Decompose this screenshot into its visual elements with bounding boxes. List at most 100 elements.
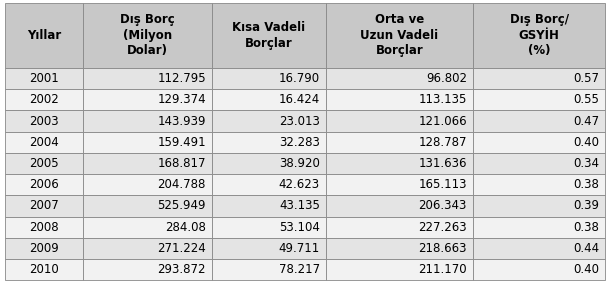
Bar bbox=[212, 110, 326, 132]
Bar bbox=[5, 195, 83, 216]
Text: 112.795: 112.795 bbox=[157, 72, 206, 85]
Bar bbox=[212, 174, 326, 195]
Text: 0.57: 0.57 bbox=[573, 72, 599, 85]
Text: 121.066: 121.066 bbox=[418, 115, 467, 128]
Text: 16.790: 16.790 bbox=[279, 72, 320, 85]
Text: 293.872: 293.872 bbox=[157, 263, 206, 276]
Text: 131.636: 131.636 bbox=[418, 157, 467, 170]
Bar bbox=[5, 89, 83, 110]
Text: 2003: 2003 bbox=[29, 115, 59, 128]
Text: 0.39: 0.39 bbox=[573, 200, 599, 213]
Text: Orta ve
Uzun Vadeli
Borçlar: Orta ve Uzun Vadeli Borçlar bbox=[361, 13, 439, 57]
Bar bbox=[5, 216, 83, 238]
Text: 2008: 2008 bbox=[29, 221, 59, 234]
Bar bbox=[326, 68, 473, 89]
Text: 0.34: 0.34 bbox=[573, 157, 599, 170]
Bar bbox=[83, 89, 212, 110]
Text: 129.374: 129.374 bbox=[157, 93, 206, 106]
Bar bbox=[473, 174, 605, 195]
Text: 159.491: 159.491 bbox=[157, 136, 206, 149]
Text: 2009: 2009 bbox=[29, 242, 59, 255]
Text: 165.113: 165.113 bbox=[418, 178, 467, 191]
Bar bbox=[83, 3, 212, 68]
Bar bbox=[5, 68, 83, 89]
Bar bbox=[5, 238, 83, 259]
Text: 23.013: 23.013 bbox=[279, 115, 320, 128]
Bar bbox=[326, 174, 473, 195]
Text: 38.920: 38.920 bbox=[279, 157, 320, 170]
Bar bbox=[473, 110, 605, 132]
Text: 53.104: 53.104 bbox=[279, 221, 320, 234]
Text: 16.424: 16.424 bbox=[279, 93, 320, 106]
Bar bbox=[212, 153, 326, 174]
Bar bbox=[473, 3, 605, 68]
Text: 113.135: 113.135 bbox=[418, 93, 467, 106]
Bar bbox=[326, 195, 473, 216]
Text: 227.263: 227.263 bbox=[418, 221, 467, 234]
Text: 2002: 2002 bbox=[29, 93, 59, 106]
Bar bbox=[5, 153, 83, 174]
Text: 168.817: 168.817 bbox=[157, 157, 206, 170]
Text: 78.217: 78.217 bbox=[279, 263, 320, 276]
Text: 0.38: 0.38 bbox=[573, 221, 599, 234]
Bar bbox=[473, 68, 605, 89]
Text: Dış Borç
(Milyon
Dolar): Dış Borç (Milyon Dolar) bbox=[120, 13, 175, 57]
Bar bbox=[212, 195, 326, 216]
Bar bbox=[326, 259, 473, 280]
Text: 43.135: 43.135 bbox=[279, 200, 320, 213]
Bar bbox=[5, 110, 83, 132]
Bar bbox=[326, 238, 473, 259]
Text: 2001: 2001 bbox=[29, 72, 59, 85]
Text: 2006: 2006 bbox=[29, 178, 59, 191]
Text: 96.802: 96.802 bbox=[426, 72, 467, 85]
Bar bbox=[83, 174, 212, 195]
Bar bbox=[212, 132, 326, 153]
Bar bbox=[83, 259, 212, 280]
Bar bbox=[83, 110, 212, 132]
Text: 284.08: 284.08 bbox=[165, 221, 206, 234]
Text: 0.55: 0.55 bbox=[573, 93, 599, 106]
Bar bbox=[212, 238, 326, 259]
Bar bbox=[83, 195, 212, 216]
Text: 206.343: 206.343 bbox=[418, 200, 467, 213]
Bar bbox=[473, 132, 605, 153]
Bar bbox=[212, 259, 326, 280]
Text: 32.283: 32.283 bbox=[279, 136, 320, 149]
Text: 42.623: 42.623 bbox=[279, 178, 320, 191]
Bar bbox=[83, 153, 212, 174]
Bar bbox=[473, 153, 605, 174]
Text: 0.38: 0.38 bbox=[573, 178, 599, 191]
Text: 2005: 2005 bbox=[29, 157, 59, 170]
Bar bbox=[473, 238, 605, 259]
Text: Kısa Vadeli
Borçlar: Kısa Vadeli Borçlar bbox=[232, 21, 306, 50]
Bar bbox=[83, 238, 212, 259]
Text: 0.40: 0.40 bbox=[573, 136, 599, 149]
Bar bbox=[212, 216, 326, 238]
Bar bbox=[5, 174, 83, 195]
Bar bbox=[5, 3, 83, 68]
Bar bbox=[473, 89, 605, 110]
Text: Yıllar: Yıllar bbox=[27, 29, 61, 42]
Bar bbox=[83, 132, 212, 153]
Bar bbox=[5, 259, 83, 280]
Bar bbox=[83, 216, 212, 238]
Bar bbox=[5, 132, 83, 153]
Text: 143.939: 143.939 bbox=[157, 115, 206, 128]
Bar bbox=[326, 153, 473, 174]
Text: 271.224: 271.224 bbox=[157, 242, 206, 255]
Text: 49.711: 49.711 bbox=[279, 242, 320, 255]
Bar bbox=[326, 89, 473, 110]
Bar bbox=[212, 3, 326, 68]
Text: 0.44: 0.44 bbox=[573, 242, 599, 255]
Text: 0.40: 0.40 bbox=[573, 263, 599, 276]
Text: 128.787: 128.787 bbox=[418, 136, 467, 149]
Bar bbox=[473, 216, 605, 238]
Text: 0.47: 0.47 bbox=[573, 115, 599, 128]
Bar bbox=[326, 110, 473, 132]
Bar bbox=[326, 132, 473, 153]
Text: 218.663: 218.663 bbox=[418, 242, 467, 255]
Bar bbox=[326, 3, 473, 68]
Bar bbox=[212, 68, 326, 89]
Text: 525.949: 525.949 bbox=[157, 200, 206, 213]
Text: Dış Borç/
GSYİH
(%): Dış Borç/ GSYİH (%) bbox=[509, 13, 569, 57]
